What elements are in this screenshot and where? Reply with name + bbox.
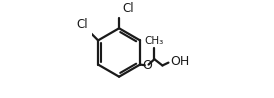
Text: CH₃: CH₃	[145, 36, 164, 46]
Text: O: O	[142, 59, 152, 72]
Text: Cl: Cl	[123, 2, 134, 15]
Text: Cl: Cl	[76, 18, 88, 30]
Text: OH: OH	[170, 55, 190, 68]
